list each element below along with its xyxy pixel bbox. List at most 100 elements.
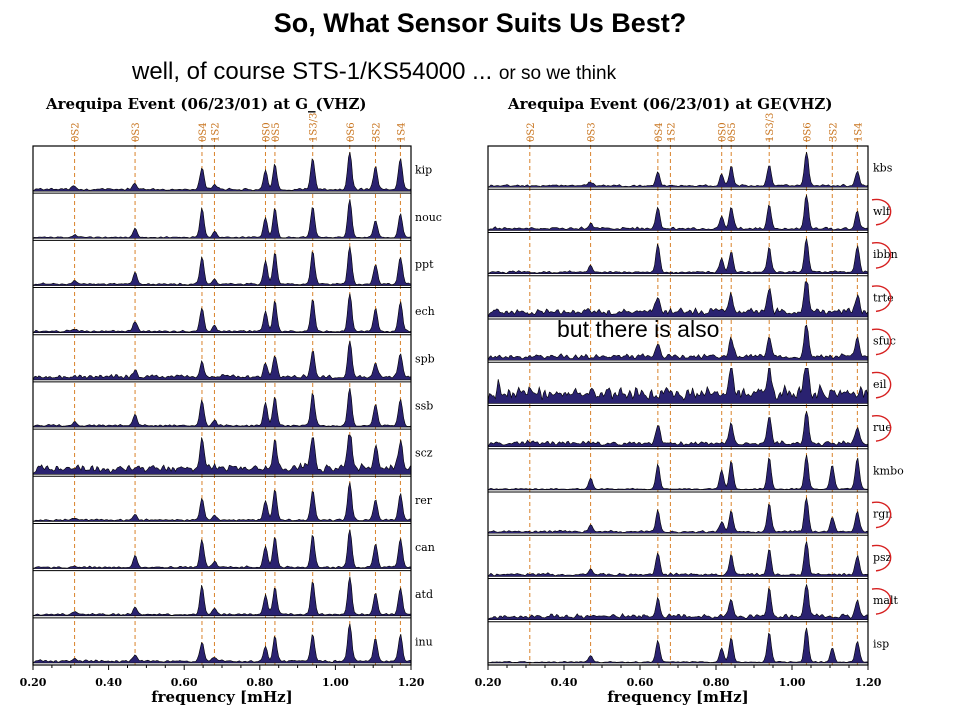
annotation-circle (871, 285, 892, 313)
mode-label: 0S0 (261, 122, 272, 142)
station-label: kip (415, 164, 432, 177)
x-tick-label: 0.40 (551, 676, 578, 689)
trace-kbs (487, 151, 869, 188)
trace-malt (487, 583, 869, 621)
x-tick-label: 1.20 (855, 676, 882, 689)
mode-label: 0S6 (346, 122, 357, 142)
trace-scz (32, 434, 412, 475)
station-label: scz (415, 447, 433, 460)
mode-label: 1S3/3 (309, 113, 320, 142)
x-axis-label: frequency [mHz] (607, 688, 749, 706)
station-label: trte (873, 291, 894, 304)
trace-atd (32, 576, 412, 617)
trace-rue (487, 410, 869, 448)
station-label: rer (415, 494, 433, 507)
trace-trte (487, 281, 869, 318)
annotation-circle (871, 501, 892, 529)
mode-label: 0S5 (271, 122, 282, 142)
mode-label: 0S3 (587, 122, 598, 142)
mode-label: 0S4 (198, 122, 209, 142)
annotation-circle (871, 415, 892, 442)
mode-label: 1S2 (666, 122, 677, 142)
trace-can (32, 529, 412, 569)
trace-eil (487, 368, 869, 404)
station-label: spb (415, 352, 435, 365)
trace-inu (32, 623, 412, 664)
station-label: kmbo (873, 464, 904, 477)
mode-label: 3S2 (371, 122, 382, 142)
x-tick-label: 0.20 (475, 676, 502, 689)
mode-label: 0S2 (71, 122, 82, 142)
trace-psz (487, 541, 869, 577)
station-label: isp (873, 637, 889, 650)
subtitle-small: or so we think (498, 63, 617, 84)
trace-ssb (32, 387, 412, 428)
slide-subtitle: well, of course STS-1/KS54000 ... or so … (132, 58, 616, 86)
annotation-circle (871, 544, 892, 572)
trace-wlf (487, 194, 869, 231)
trace-sfuc (487, 324, 869, 361)
station-label: atd (415, 588, 433, 601)
station-label: eil (873, 378, 887, 391)
station-label: ibbn (873, 248, 898, 261)
station-label: nouc (415, 211, 442, 224)
station-label: can (415, 541, 435, 554)
station-label: ech (415, 305, 435, 318)
trace-nouc (32, 199, 412, 239)
trace-isp (487, 627, 869, 664)
slide-title: So, What Sensor Suits Us Best? (273, 8, 687, 38)
x-axis-label: frequency [mHz] (151, 688, 293, 706)
trace-ibbn (487, 238, 869, 275)
trace-spb (32, 340, 412, 381)
mode-label: 0S3 (131, 122, 142, 142)
mode-label: 3S2 (828, 122, 839, 142)
station-label: inu (415, 635, 433, 648)
station-label: malt (873, 594, 899, 607)
annotation-circle (871, 371, 892, 399)
panel-title: Arequipa Event (06/23/01) at G_(VHZ) (45, 95, 367, 113)
panel-frame (32, 145, 412, 666)
mode-label: 1S3/3 (765, 113, 776, 142)
trace-kmbo (487, 454, 869, 491)
mode-label: 0S5 (727, 122, 738, 142)
x-tick-label: 1.20 (398, 676, 425, 689)
station-label: rgn (873, 508, 892, 521)
mode-label: 1S4 (396, 122, 407, 142)
panel-title: Arequipa Event (06/23/01) at GE(VHZ) (507, 95, 832, 113)
mode-label: 0S6 (802, 122, 813, 142)
x-tick-label: 0.60 (171, 676, 198, 689)
panel-2: Arequipa Event (06/23/01) at GE(VHZ) 0S2 0… (475, 95, 905, 706)
x-tick-label: 0.80 (703, 676, 730, 689)
x-tick-label: 1.00 (779, 676, 806, 689)
panel-1: Arequipa Event (06/23/01) at G_(VHZ) 0S2 0… (20, 95, 442, 706)
x-tick-label: 0.40 (95, 676, 122, 689)
station-label: psz (873, 551, 892, 564)
mode-label: 1S2 (210, 122, 221, 142)
mode-label: 0S4 (654, 122, 665, 142)
station-label: rue (873, 421, 892, 434)
x-tick-label: 0.20 (20, 676, 47, 689)
station-label: kbs (873, 162, 893, 175)
trace-ppt (32, 246, 412, 286)
annotation-circle (871, 198, 892, 226)
trace-ech (32, 293, 412, 334)
overlay-note: but there is also (557, 316, 720, 342)
trace-kip (32, 151, 412, 192)
x-tick-label: 0.80 (246, 676, 273, 689)
annotation-circle (871, 242, 892, 269)
mode-label: 0S0 (718, 122, 729, 142)
x-tick-label: 0.60 (627, 676, 654, 689)
annotation-circle (871, 588, 892, 615)
station-label: wlf (873, 205, 891, 218)
station-label: ssb (415, 400, 433, 413)
subtitle-main: well, of course STS-1/KS54000 ... (132, 58, 493, 85)
trace-rgn (487, 496, 869, 534)
x-tick-label: 1.00 (322, 676, 349, 689)
annotation-circle (871, 328, 892, 356)
mode-label: 0S2 (526, 122, 537, 142)
mode-label: 1S4 (853, 122, 864, 142)
station-label: ppt (415, 258, 434, 271)
trace-rer (32, 482, 412, 522)
